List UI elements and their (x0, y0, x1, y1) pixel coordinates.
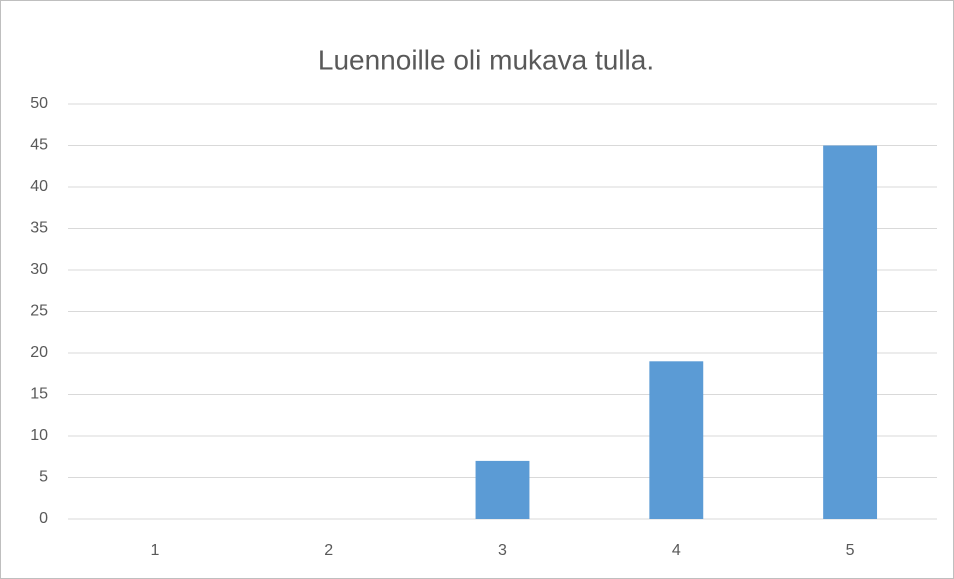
y-tick-label: 5 (39, 469, 48, 486)
y-tick-label: 45 (30, 137, 48, 154)
x-tick-label: 4 (672, 542, 681, 559)
x-tick-label: 1 (150, 542, 159, 559)
y-tick-label: 35 (30, 220, 48, 237)
chart-title: Luennoille oli mukava tulla. (318, 44, 654, 75)
y-tick-label: 15 (30, 386, 48, 403)
bar (649, 361, 704, 519)
y-tick-label: 30 (30, 261, 48, 278)
x-tick-label: 5 (846, 542, 855, 559)
x-tick-label: 3 (498, 542, 507, 559)
y-tick-label: 50 (30, 95, 48, 112)
bar (823, 145, 878, 519)
bar (475, 460, 530, 519)
y-tick-label: 20 (30, 344, 48, 361)
y-tick-label: 40 (30, 178, 48, 195)
y-tick-label: 0 (39, 510, 48, 527)
y-tick-label: 10 (30, 427, 48, 444)
y-tick-label: 25 (30, 303, 48, 320)
x-tick-label: 2 (324, 542, 333, 559)
